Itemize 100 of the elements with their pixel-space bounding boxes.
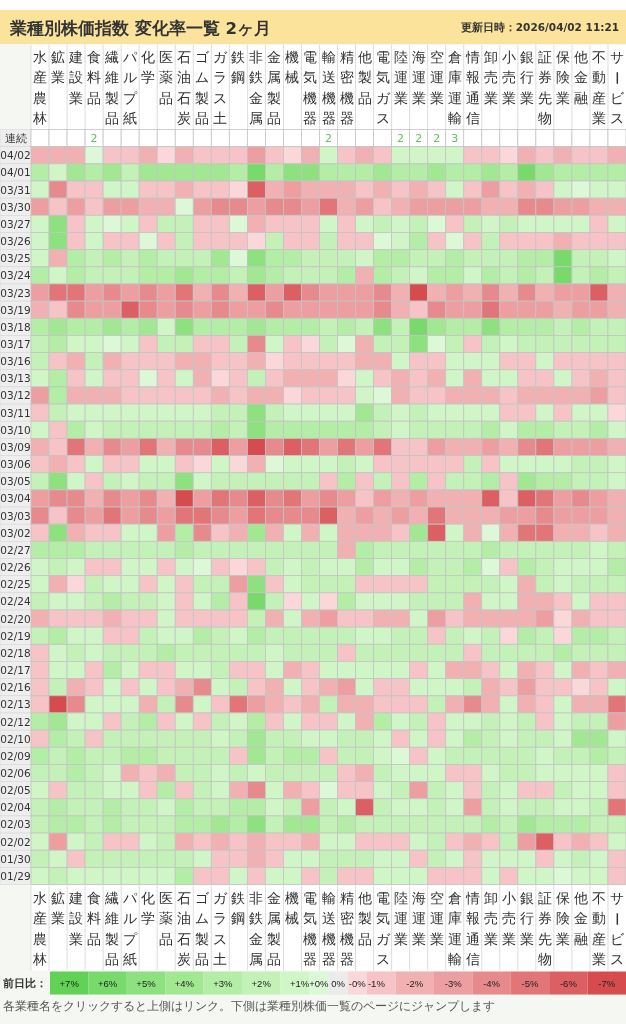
data-label: 2 xyxy=(90,132,98,146)
x-tick-label: 銀行業 xyxy=(519,889,534,947)
color-bar-label: +2% xyxy=(251,977,272,989)
y-tick-label: 03/31 xyxy=(0,183,31,196)
color-bar-label: +5% xyxy=(136,977,157,989)
x-tick-label: 輸送機器 xyxy=(321,48,336,127)
x-tick-label: 他金融 xyxy=(573,889,588,947)
color-bar-label: -0% xyxy=(348,977,367,989)
y-tick-label: 02/19 xyxy=(0,629,31,642)
x-tick-label: 化学 xyxy=(141,48,156,86)
y-tick-label: 03/24 xyxy=(0,269,31,282)
color-bar-label: -2% xyxy=(406,977,424,989)
x-tick-label: サービス xyxy=(608,889,625,968)
y-tick-label: 01/29 xyxy=(0,869,31,882)
color-bar-label: +3% xyxy=(213,977,233,989)
x-tick-label: 電気ガス xyxy=(375,889,391,968)
x-tick-label: 他製品 xyxy=(357,889,372,947)
x-tick-label: 銀行業 xyxy=(519,48,534,106)
x-tick-label: ゴム製品 xyxy=(195,889,211,968)
x-tick-label: 金属製品 xyxy=(267,889,282,968)
chart-title: 業種別株価指数 変化率一覧 2ヶ月 xyxy=(9,19,271,38)
y-tick-label: 03/30 xyxy=(0,200,31,213)
color-bar-label: -1% xyxy=(367,977,386,989)
color-bar-label: +4% xyxy=(174,977,195,989)
x-tick-label: 鉱業 xyxy=(51,48,66,86)
x-tick-label: 水産農林 xyxy=(32,48,48,127)
x-tick-label: 保険業 xyxy=(555,48,570,106)
x-tick-label: 倉庫運輸 xyxy=(447,48,462,127)
x-tick-label: 精密機器 xyxy=(339,48,354,127)
x-tick-label: 建設業 xyxy=(68,48,84,106)
data-label: 3 xyxy=(451,132,459,146)
x-tick-label: パルプ紙 xyxy=(122,48,139,127)
x-tick-label: 石油石炭 xyxy=(177,48,192,127)
y-tick-label: 03/25 xyxy=(0,252,31,265)
y-tick-label: 03/19 xyxy=(0,303,31,316)
x-tick-label: 不動産業 xyxy=(591,48,606,127)
y-tick-label: 03/23 xyxy=(0,286,31,299)
x-tick-label: 卸売業 xyxy=(483,889,498,947)
y-tick-label: 02/25 xyxy=(0,578,31,591)
x-tick-label: 水産農林 xyxy=(32,889,48,968)
y-tick-label: 04/01 xyxy=(0,166,31,179)
y-tick-label: 02/09 xyxy=(0,749,31,762)
x-tick-label: 非鉄金属 xyxy=(249,889,264,968)
x-tick-label: ガラス土 xyxy=(213,48,229,127)
data-label: 2 xyxy=(415,132,423,146)
y-tick-label: 03/12 xyxy=(0,389,31,402)
y-tick-label: 02/12 xyxy=(0,715,31,728)
x-tick-label: パルプ紙 xyxy=(122,889,139,968)
x-tick-label: 輸送機器 xyxy=(321,889,336,968)
y-tick-label: 03/05 xyxy=(0,475,31,488)
data-label: 2 xyxy=(325,132,332,146)
y-tick-label: 02/17 xyxy=(0,664,31,677)
y-tick-label: 03/13 xyxy=(0,372,31,385)
x-tick-label: 食料品 xyxy=(87,889,102,947)
x-tick-label: 他金融 xyxy=(573,48,588,106)
x-tick-label: 証券先物 xyxy=(537,889,552,968)
x-tick-label: 情報通信 xyxy=(464,48,480,127)
y-tick-label: 連続 xyxy=(4,132,27,145)
x-tick-label: 精密機器 xyxy=(339,889,354,968)
y-tick-label: 02/26 xyxy=(0,561,31,574)
y-tick-label: 03/26 xyxy=(0,235,31,248)
x-tick-label: 鉄鋼 xyxy=(231,889,246,927)
x-tick-label: 鉄鋼 xyxy=(231,48,246,86)
x-tick-label: 小売業 xyxy=(501,48,516,106)
x-tick-label: 非鉄金属 xyxy=(249,48,264,127)
y-tick-label: 03/17 xyxy=(0,338,31,350)
y-tick-label: 02/27 xyxy=(0,543,31,556)
x-tick-label: 海運業 xyxy=(411,889,426,947)
x-tick-label: 医薬品 xyxy=(159,889,174,947)
chart-subtitle: 更新日時：2026/04/02 11:21 xyxy=(460,21,619,33)
x-tick-label: サービス xyxy=(608,48,625,127)
x-tick-label: 空運業 xyxy=(429,48,444,106)
x-tick-label: 他製品 xyxy=(357,48,372,106)
y-tick-label: 02/13 xyxy=(0,698,31,711)
color-bar-label: -4% xyxy=(483,977,501,989)
x-tick-label: 繊維製品 xyxy=(104,889,120,968)
color-bar-label: -3% xyxy=(444,977,463,989)
x-tick-label: 金属製品 xyxy=(267,48,282,127)
x-tick-label: ガラス土 xyxy=(213,889,229,968)
x-tick-label: 空運業 xyxy=(429,889,444,947)
data-label: 2 xyxy=(433,132,441,146)
x-tick-label: 機械 xyxy=(285,889,300,927)
color-bar-label: +1% xyxy=(289,977,310,989)
y-tick-label: 02/16 xyxy=(0,681,31,694)
color-bar-label: +7% xyxy=(59,977,80,989)
x-tick-label: 証券先物 xyxy=(537,48,552,127)
x-tick-label: 電気機器 xyxy=(303,48,318,127)
y-tick-label: 02/20 xyxy=(0,612,31,625)
data-label: 2 xyxy=(397,132,405,146)
y-tick-label: 02/03 xyxy=(0,818,31,831)
y-tick-label: 02/18 xyxy=(0,646,31,659)
x-tick-label: 卸売業 xyxy=(483,48,498,106)
x-tick-label: 電気機器 xyxy=(303,889,318,968)
x-tick-label: 繊維製品 xyxy=(104,48,120,127)
y-tick-label: 04/02 xyxy=(0,149,31,162)
y-tick-label: 03/18 xyxy=(0,320,31,333)
y-tick-label: 03/27 xyxy=(0,217,31,230)
x-tick-label: 医薬品 xyxy=(159,48,174,106)
text: 各業種名をクリックすると上側はリンク。下側は業種別株価一覧のページにジャンプします xyxy=(3,998,495,1013)
color-bar-label: -7% xyxy=(598,977,616,989)
